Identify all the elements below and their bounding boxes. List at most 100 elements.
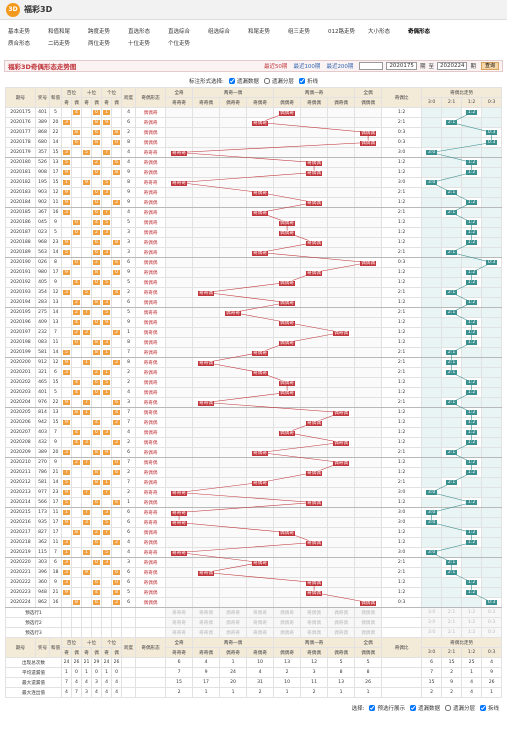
cell-sum: 11	[49, 537, 62, 548]
pattern-cell	[273, 257, 302, 268]
digit: 1	[63, 510, 70, 515]
nav-item[interactable]: 跨度走势	[88, 29, 111, 35]
digit-cell	[101, 327, 113, 338]
select[interactable]	[359, 62, 384, 70]
checkbox[interactable]	[263, 78, 270, 84]
cell-issue: 2020222	[5, 577, 36, 588]
pre-cell: 偶奇奇	[219, 607, 248, 618]
cell-span: 7	[121, 477, 137, 488]
cell-issue: 2020185	[5, 207, 36, 218]
from-input[interactable]: 2020175	[386, 62, 417, 70]
blank-cell	[135, 627, 167, 638]
cell-span: 6	[121, 597, 137, 608]
pattern-cell	[165, 157, 194, 168]
nav-item[interactable]: 基本走势	[8, 29, 31, 35]
header-cell: 偶奇奇	[219, 647, 248, 658]
digit-cell: 1	[101, 387, 113, 398]
cell-number: 942	[35, 417, 50, 428]
header-cell: 1:2	[461, 647, 483, 658]
checkbox[interactable]	[228, 78, 235, 84]
cell-shape: 偶偶奇	[135, 377, 167, 388]
checkbox[interactable]	[479, 705, 486, 711]
checkbox[interactable]	[409, 705, 416, 711]
nav-item[interactable]: 两位走势	[88, 41, 111, 47]
toolbar: 福彩3D奇偶形态走势图 最近50期 最近100期 最近200期 2020175 期 …	[4, 60, 503, 72]
cell-ratio: 0:3	[381, 257, 423, 268]
nav-item[interactable]: 直选综合	[168, 29, 191, 35]
cell-span: 1	[121, 497, 137, 508]
to-input[interactable]: 2020224	[436, 62, 468, 70]
ratio-cell	[481, 337, 503, 348]
header-cell: 全奇	[165, 637, 194, 648]
ratio-cell	[441, 587, 463, 598]
nav-item[interactable]: 质合形态	[8, 41, 31, 47]
nav-item[interactable]: 组三走势	[288, 29, 311, 35]
ratio-cell	[441, 277, 463, 288]
digit-cell	[61, 327, 72, 338]
ratio-hit: 0:3	[485, 140, 498, 145]
pattern-cell: 偶偶偶	[354, 257, 383, 268]
digit: 2	[93, 230, 100, 235]
nav-item[interactable]: 组选综合	[208, 29, 231, 35]
nav-item[interactable]: 和值和尾	[48, 29, 71, 35]
range-link[interactable]: 最近200期	[326, 64, 354, 70]
digit-cell	[111, 297, 123, 308]
checkbox[interactable]	[369, 705, 376, 711]
checkbox[interactable]	[444, 705, 451, 711]
nav-item[interactable]: 十位走势	[128, 41, 151, 47]
digit: 3	[103, 300, 110, 305]
ratio-cell	[441, 297, 463, 308]
nav-item[interactable]: 二码走势	[48, 41, 71, 47]
ratio-hit: 2:1	[445, 450, 458, 455]
nav-item[interactable]: 大小形态	[368, 29, 391, 35]
range-link[interactable]: 最近100期	[293, 64, 321, 70]
ratio-cell	[441, 467, 463, 478]
preselect-label: 预选行3	[5, 627, 62, 638]
nav-item[interactable]: 奇偶形态	[408, 29, 431, 35]
digit-cell	[61, 217, 72, 228]
pattern-cell	[219, 167, 248, 178]
ratio-cell	[421, 477, 443, 488]
pattern-hit: 偶偶奇	[279, 230, 295, 236]
digit: 9	[83, 180, 90, 185]
digit-cell: 9	[81, 177, 93, 188]
pattern-cell	[246, 227, 275, 238]
pattern-cell	[165, 437, 194, 448]
digit: 2	[73, 300, 80, 305]
nav-item[interactable]: 和尾走势	[248, 29, 271, 35]
digit-cell: 9	[61, 267, 72, 278]
digit-cell	[111, 187, 123, 198]
digit-cell	[70, 167, 83, 178]
digit-cell	[70, 467, 83, 478]
cell-sum: 15	[49, 377, 62, 388]
stat-cell: 1	[327, 687, 356, 698]
query-button[interactable]: 查询	[480, 62, 499, 70]
cell-ratio: 1:2	[381, 217, 423, 228]
stat-cell: 15	[421, 677, 443, 688]
nav-item[interactable]: 直选形态	[128, 29, 151, 35]
nav-item[interactable]: 012路走势	[328, 29, 355, 35]
pre-cell: 偶奇偶	[327, 607, 356, 618]
nav-item[interactable]: 个位走势	[168, 41, 191, 47]
digit: 0	[113, 580, 120, 585]
digit: 7	[63, 470, 70, 475]
pattern-cell	[354, 107, 383, 118]
header-cell: 两偶一奇	[273, 637, 356, 648]
header-cell: 奇偶形态	[135, 87, 167, 108]
digit-cell: 2	[91, 527, 103, 538]
digit-cell: 3	[101, 557, 113, 568]
header-cell: 奇偶偶	[300, 97, 329, 108]
pattern-cell	[354, 547, 383, 558]
checkbox[interactable]	[298, 78, 305, 84]
digit: 1	[63, 180, 70, 185]
cell-number: 976	[35, 397, 50, 408]
stats-row: 出现总次数 24 26 21 29 24 26 6 4 1 10 13 12 5 5 6 15 25 4	[5, 657, 503, 668]
pattern-cell	[192, 537, 221, 548]
cell-ratio: 1:2	[381, 277, 423, 288]
pattern-cell	[273, 537, 302, 548]
pattern-cell	[219, 177, 248, 188]
digit: 4	[73, 380, 80, 385]
range-link[interactable]: 最近50期	[263, 64, 288, 70]
digit-cell: 0	[91, 317, 103, 328]
pattern-cell	[246, 397, 275, 408]
